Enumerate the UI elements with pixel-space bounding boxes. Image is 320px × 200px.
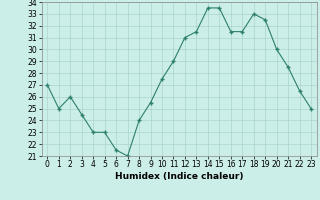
X-axis label: Humidex (Indice chaleur): Humidex (Indice chaleur)	[115, 172, 244, 181]
